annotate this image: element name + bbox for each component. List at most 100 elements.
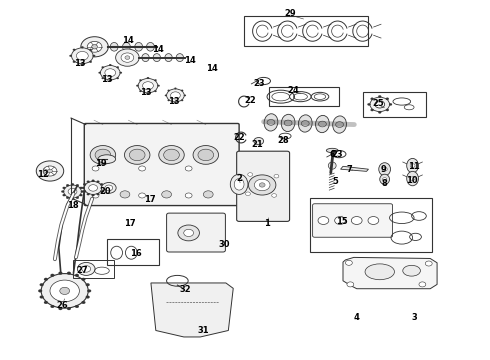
Circle shape	[351, 217, 362, 225]
Circle shape	[38, 289, 42, 292]
Circle shape	[50, 274, 54, 277]
Circle shape	[259, 183, 265, 187]
Circle shape	[336, 122, 343, 127]
Ellipse shape	[316, 116, 329, 132]
Text: 22: 22	[233, 133, 245, 142]
Circle shape	[419, 282, 426, 287]
Circle shape	[184, 229, 194, 237]
Circle shape	[48, 169, 52, 173]
Circle shape	[71, 183, 74, 185]
Text: 4: 4	[354, 313, 360, 322]
Circle shape	[97, 193, 99, 195]
Circle shape	[61, 190, 64, 193]
Circle shape	[100, 190, 103, 193]
Circle shape	[73, 49, 75, 51]
Circle shape	[101, 77, 104, 79]
Circle shape	[82, 266, 91, 272]
Circle shape	[50, 280, 79, 302]
Circle shape	[274, 174, 279, 178]
Circle shape	[117, 77, 119, 79]
Circle shape	[181, 90, 183, 91]
Text: 13: 13	[140, 88, 152, 97]
Circle shape	[92, 180, 95, 182]
Circle shape	[67, 272, 71, 275]
Circle shape	[44, 278, 48, 281]
Ellipse shape	[165, 54, 172, 62]
Circle shape	[368, 103, 370, 105]
Ellipse shape	[298, 115, 312, 132]
Text: 6: 6	[329, 150, 335, 158]
Circle shape	[410, 164, 415, 167]
Circle shape	[77, 262, 95, 275]
Text: 21: 21	[251, 140, 263, 149]
Circle shape	[139, 166, 146, 171]
Circle shape	[165, 95, 167, 96]
Text: 31: 31	[197, 326, 209, 335]
Ellipse shape	[122, 42, 130, 51]
Circle shape	[370, 98, 373, 100]
Circle shape	[43, 166, 57, 176]
Ellipse shape	[142, 54, 149, 62]
Circle shape	[335, 217, 345, 225]
Circle shape	[92, 45, 98, 49]
Circle shape	[174, 87, 176, 89]
Text: 1: 1	[264, 219, 270, 228]
Ellipse shape	[379, 163, 391, 176]
Circle shape	[198, 149, 214, 161]
Circle shape	[73, 61, 75, 63]
Ellipse shape	[380, 174, 390, 184]
Ellipse shape	[234, 179, 244, 190]
Circle shape	[254, 138, 264, 145]
Circle shape	[174, 102, 176, 103]
Circle shape	[159, 145, 184, 164]
Ellipse shape	[110, 42, 118, 51]
Text: 20: 20	[99, 187, 111, 196]
Circle shape	[87, 41, 102, 52]
Circle shape	[184, 95, 186, 96]
Circle shape	[125, 56, 130, 59]
FancyBboxPatch shape	[237, 151, 290, 221]
Circle shape	[121, 53, 134, 62]
Text: 7: 7	[346, 165, 352, 174]
Circle shape	[75, 305, 79, 308]
Circle shape	[92, 166, 99, 171]
Circle shape	[109, 80, 111, 81]
Circle shape	[97, 181, 99, 183]
Circle shape	[92, 194, 95, 196]
Ellipse shape	[135, 42, 143, 51]
Circle shape	[84, 181, 102, 194]
Circle shape	[203, 191, 213, 198]
Ellipse shape	[98, 155, 116, 163]
Circle shape	[75, 274, 79, 277]
Circle shape	[71, 198, 74, 200]
Circle shape	[87, 289, 91, 292]
Circle shape	[83, 183, 86, 185]
Circle shape	[93, 55, 95, 57]
Circle shape	[87, 193, 90, 195]
Ellipse shape	[328, 162, 336, 169]
Text: 14: 14	[184, 56, 196, 65]
Circle shape	[100, 183, 103, 185]
Ellipse shape	[264, 114, 278, 131]
Ellipse shape	[403, 265, 420, 276]
Circle shape	[157, 85, 160, 86]
Circle shape	[40, 283, 44, 286]
Circle shape	[83, 190, 86, 193]
Circle shape	[378, 111, 381, 113]
Circle shape	[162, 191, 172, 198]
Circle shape	[72, 48, 93, 64]
Text: 14: 14	[122, 36, 134, 45]
Circle shape	[139, 90, 142, 92]
Text: 23: 23	[331, 150, 343, 158]
Text: 13: 13	[101, 76, 113, 85]
Circle shape	[44, 301, 48, 304]
Circle shape	[86, 296, 90, 298]
Ellipse shape	[326, 148, 338, 153]
Circle shape	[66, 184, 69, 186]
Circle shape	[64, 185, 81, 198]
Circle shape	[90, 145, 116, 164]
Text: 11: 11	[408, 162, 420, 171]
Circle shape	[345, 260, 352, 265]
Circle shape	[63, 194, 66, 196]
Circle shape	[81, 278, 85, 281]
